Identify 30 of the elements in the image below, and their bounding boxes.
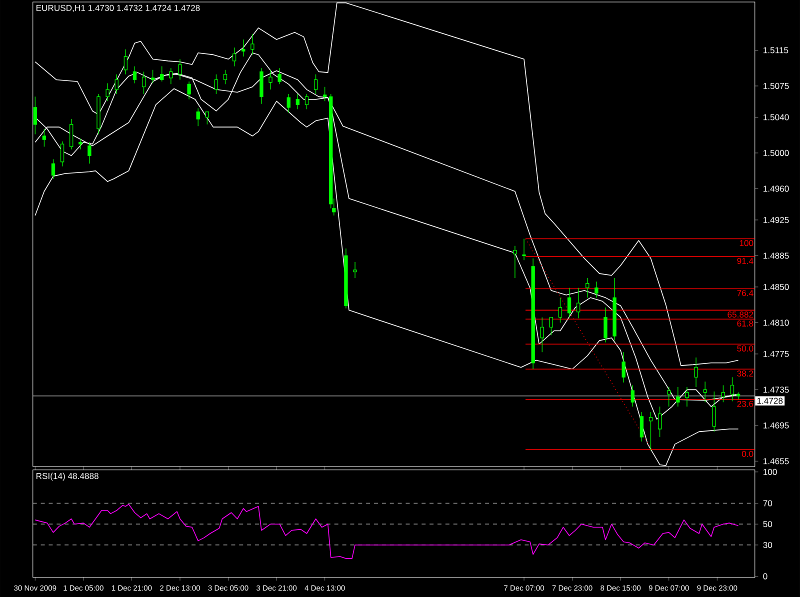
y-tick-label: 1.5040 bbox=[764, 114, 789, 120]
chart-title: EURUSD,H1 1.4730 1.4732 1.4724 1.4728 bbox=[36, 4, 200, 12]
y-tick-label: 1.4960 bbox=[764, 186, 789, 192]
y-tick-label: 50 bbox=[763, 520, 772, 528]
chart-title: RSI(14) 48.4888 bbox=[36, 472, 98, 481]
y-tick-label: 1.4735 bbox=[764, 386, 789, 393]
series-label: 61.8 bbox=[737, 320, 754, 326]
y-tick-label: 1.5115 bbox=[764, 47, 788, 54]
series-label: 100 bbox=[740, 240, 754, 246]
y-tick-label: 1.5000 bbox=[764, 150, 789, 156]
y-tick-label: 100 bbox=[764, 468, 777, 475]
ref-line-label: 1.4728 bbox=[757, 398, 783, 404]
y-tick-label: 1.4850 bbox=[764, 284, 789, 290]
y-tick-label: 1.4810 bbox=[764, 320, 789, 326]
y-tick-label: 70 bbox=[763, 500, 772, 506]
y-tick-label: 1.4925 bbox=[764, 216, 789, 223]
series-label: 38.2 bbox=[737, 370, 754, 376]
series-label: 23.6 bbox=[737, 400, 754, 407]
series-label: 50.0 bbox=[737, 345, 754, 352]
series-label: 0.0 bbox=[742, 450, 754, 457]
series-label: 65.882 bbox=[728, 311, 754, 318]
y-tick-label: 1.4655 bbox=[764, 458, 789, 464]
y-tick-label: 0 bbox=[763, 573, 768, 580]
y-tick-label: 1.5075 bbox=[764, 82, 789, 89]
y-tick-label: 1.4775 bbox=[764, 350, 789, 357]
y-tick-label: 1.4885 bbox=[764, 252, 789, 259]
series-label: 91.4 bbox=[737, 258, 754, 264]
series-label: 76.4 bbox=[737, 290, 754, 296]
y-tick-label: 30 bbox=[763, 542, 772, 548]
y-tick-label: 1.4695 bbox=[764, 422, 789, 428]
